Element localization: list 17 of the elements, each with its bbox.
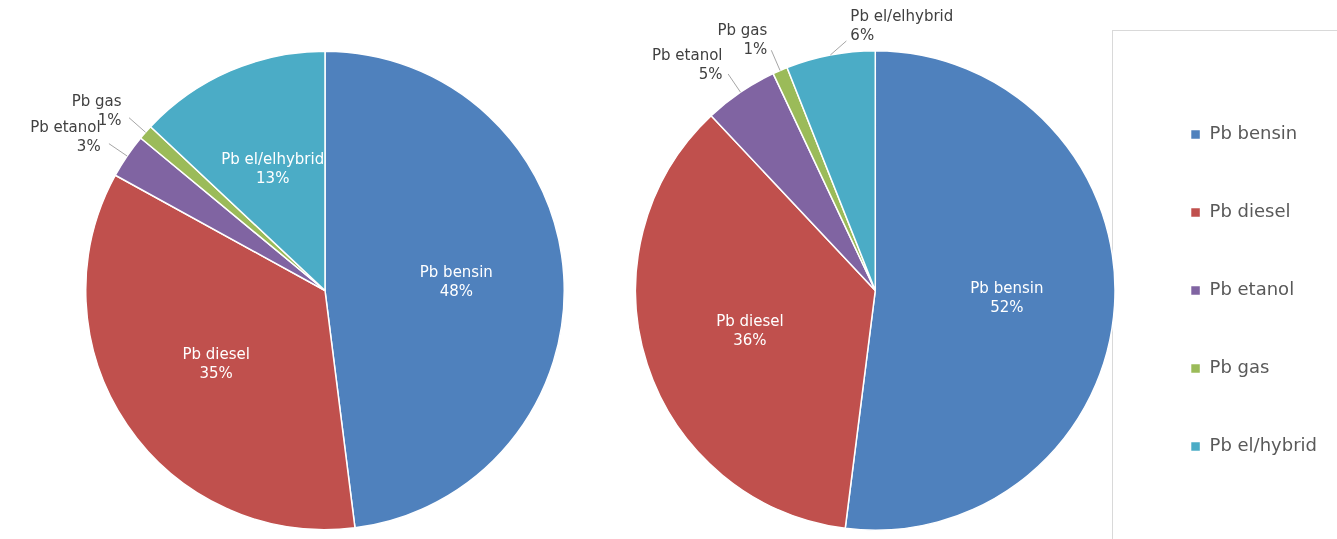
data-label: Pb el/elhybrid 6%: [850, 7, 954, 45]
data-label: 48%: [439, 281, 473, 300]
legend-label: Pb diesel: [1209, 200, 1291, 222]
data-label: 35%: [199, 363, 233, 382]
data-label: 3%: [76, 137, 101, 156]
data-label: Pb diesel 36%: [716, 311, 784, 349]
slice-label: Pb etanol: [30, 118, 101, 137]
data-label: Pb bensin 52%: [970, 279, 1044, 317]
legend-label: Pb gas: [1209, 356, 1270, 378]
slice-label: Pb bensin: [419, 262, 493, 281]
legend-label: Pb bensin: [1209, 122, 1298, 144]
data-label: 13%: [256, 169, 290, 188]
slice-label: Pb el/elhybrid: [221, 150, 325, 169]
slice-label: Pb diesel: [182, 344, 250, 363]
legend-label: Pb el/hybrid: [1209, 434, 1318, 456]
legend-label: Pb etanol: [1209, 278, 1295, 300]
slice-label: Pb gas: [71, 91, 122, 110]
